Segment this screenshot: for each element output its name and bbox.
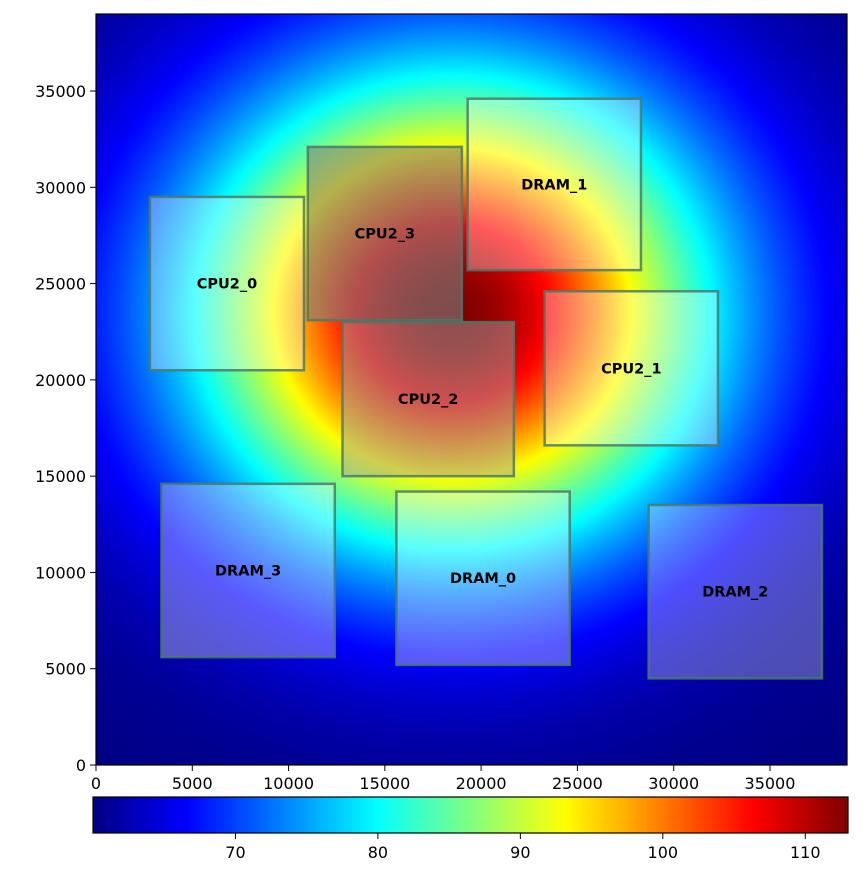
y-tick-label: 5000	[45, 660, 86, 679]
x-tick-label: 20000	[456, 774, 507, 793]
plot-frame	[95, 13, 848, 766]
colorbar-tick-label: 100	[648, 843, 679, 862]
block-cpu2-0: CPU2_0	[148, 195, 306, 372]
y-tick-label: 25000	[35, 275, 86, 294]
block-label: CPU2_0	[197, 277, 257, 293]
block-dram-3: DRAM_3	[160, 482, 337, 659]
x-tick-label: 0	[91, 774, 101, 793]
x-axis: 0 5000 10000 15000 20000 25000 30000 35000	[91, 765, 796, 793]
block-rect	[466, 97, 643, 272]
y-tick-label: 35000	[35, 82, 86, 101]
blocks-layer: CPU2_0 CPU2_3 DRAM_1 CPU2_2 CPU2_1 DRAM_3 DRAM…	[148, 97, 824, 680]
block-dram-2: DRAM_2	[647, 503, 824, 680]
x-tick-label: 5000	[172, 774, 213, 793]
y-tick-label: 10000	[35, 563, 86, 582]
colorbar: 70 80 90 100 110	[92, 796, 849, 862]
colorbar-tick-label: 90	[510, 843, 530, 862]
block-rect	[148, 195, 306, 372]
y-tick-label: 15000	[35, 467, 86, 486]
colorbar-tick-label: 80	[368, 843, 388, 862]
x-tick-label: 25000	[552, 774, 603, 793]
block-cpu2-1: CPU2_1	[543, 290, 720, 447]
y-axis: 0 5000 10000 15000 20000 25000 30000 35000	[35, 82, 96, 775]
colorbar-tick-label: 110	[790, 843, 821, 862]
y-tick-label: 0	[76, 756, 86, 775]
block-rect	[647, 503, 824, 680]
x-tick-label: 15000	[359, 774, 410, 793]
block-rect	[341, 320, 516, 478]
colorbar-ticks: 70 80 90 100 110	[225, 833, 821, 862]
block-rect	[395, 490, 571, 667]
block-label: DRAM_2	[702, 585, 768, 601]
y-tick-label: 30000	[35, 178, 86, 197]
block-rect	[306, 145, 464, 322]
y-tick-label: 20000	[35, 371, 86, 390]
block-dram-1: DRAM_1	[466, 97, 643, 272]
block-label: DRAM_1	[521, 177, 587, 193]
block-cpu2-3: CPU2_3	[306, 145, 464, 322]
colorbar-tick-label: 70	[225, 843, 245, 862]
block-rect	[160, 482, 337, 659]
block-cpu2-2: CPU2_2	[341, 320, 516, 478]
block-dram-0: DRAM_0	[395, 490, 571, 667]
block-label: CPU2_3	[355, 227, 415, 243]
colorbar-gradient	[92, 796, 849, 834]
block-label: DRAM_0	[450, 571, 516, 587]
block-rect	[543, 290, 720, 447]
block-label: DRAM_3	[215, 564, 281, 580]
block-label: CPU2_2	[398, 392, 458, 408]
block-label: CPU2_1	[601, 361, 661, 377]
x-tick-label: 35000	[745, 774, 796, 793]
x-tick-label: 30000	[648, 774, 699, 793]
x-tick-label: 10000	[263, 774, 314, 793]
